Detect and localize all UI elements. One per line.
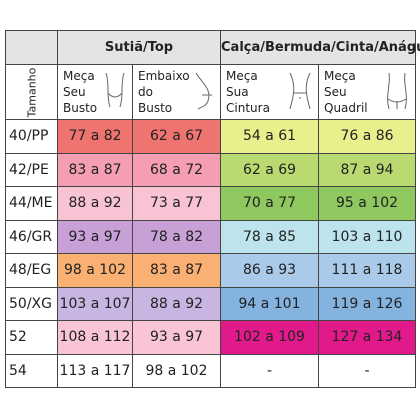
measure-cell: 68 a 72	[132, 152, 221, 187]
size-cell: 52	[5, 320, 58, 355]
column-header: Meça Seu Quadril	[317, 64, 417, 120]
measure-cell: 94 a 101	[220, 286, 319, 321]
measure-cell: 119 a 126	[317, 286, 417, 321]
column-header: Meça Sua Cintura	[220, 64, 319, 120]
group-header: Sutiã/Top	[57, 30, 221, 65]
measure-cell: 103 a 110	[317, 219, 417, 254]
icon	[387, 72, 407, 110]
size-cell: 48/EG	[5, 253, 58, 288]
table-row: 50/XG 103 a 107 88 a 92 94 a 101 119 a 126	[5, 286, 417, 321]
measure-cell: 83 a 87	[132, 253, 221, 288]
measure-cell: 54 a 61	[220, 119, 319, 154]
measure-cell: 78 a 85	[220, 219, 319, 254]
blank-cell	[5, 30, 58, 65]
size-cell: 44/ME	[5, 186, 58, 221]
measure-cell: 127 a 134	[317, 320, 417, 355]
size-cell: 40/PP	[5, 119, 58, 154]
column-header: Meça Seu Busto	[57, 64, 133, 120]
measure-cell: 62 a 67	[132, 119, 221, 154]
measure-cell: 76 a 86	[317, 119, 417, 154]
measure-cell: -	[220, 353, 319, 388]
table-row: 52 108 a 112 93 a 97 102 a 109 127 a 134	[5, 320, 417, 355]
measure-cell: 103 a 107	[57, 286, 133, 321]
measure-cell: 98 a 102	[132, 353, 221, 388]
measure-cell: 62 a 69	[220, 152, 319, 187]
icon	[195, 72, 212, 110]
measure-cell: 86 a 93	[220, 253, 319, 288]
table-body: 40/PP 77 a 82 62 a 67 54 a 61 76 a 86 42/PE 83…	[5, 119, 417, 388]
measure-cell: 88 a 92	[132, 286, 221, 321]
column-header: Embaixo do Busto	[132, 64, 221, 120]
column-header-text: Meça Seu Quadril	[324, 69, 368, 115]
group-header: Calça/Bermuda/Cinta/Anágua	[219, 30, 420, 65]
measure-cell: 93 a 97	[57, 219, 133, 254]
measure-cell: 98 a 102	[57, 253, 133, 288]
table-row: 54 113 a 117 98 a 102- -	[5, 353, 417, 388]
measure-cell: 70 a 77	[220, 186, 319, 221]
measure-cell: 77 a 82	[57, 119, 133, 154]
size-cell: 54	[5, 353, 58, 388]
table-row: 42/PE 83 a 87 68 a 72 62 a 69 87 a 94	[5, 152, 417, 187]
table-row: 48/EG 98 a 102 83 a 87 86 a 93 111 a 118	[5, 253, 417, 288]
size-cell: 50/XG	[5, 286, 58, 321]
measure-cell: 95 a 102	[317, 186, 417, 221]
column-header-text: Embaixo do Busto	[138, 69, 190, 115]
measure-cell: 108 a 112	[57, 320, 133, 355]
measure-cell: 78 a 82	[132, 219, 221, 254]
measure-cell: 87 a 94	[317, 152, 417, 187]
size-cell: 46/GR	[5, 219, 58, 254]
measure-cell: 83 a 87	[57, 152, 133, 187]
measure-cell: -	[317, 353, 417, 388]
measure-cell: 73 a 77	[132, 186, 221, 221]
icon	[105, 72, 125, 108]
measure-cell: 93 a 97	[132, 320, 221, 355]
measure-cell: 102 a 109	[220, 320, 319, 355]
icon	[289, 72, 311, 110]
table-row: 46/GR 93 a 97 78 a 82 78 a 85 103 a 110	[5, 219, 417, 254]
column-header-text: Meça Seu Busto	[63, 69, 98, 115]
size-table: Sutiã/Top Calça/Bermuda/Cinta/Anágua Tam…	[5, 30, 420, 388]
measure-cell: 88 a 92	[57, 186, 133, 221]
column-header-text: Meça Sua Cintura	[226, 69, 270, 115]
table-row: 40/PP 77 a 82 62 a 67 54 a 61 76 a 86	[5, 119, 417, 154]
column-header-text: Tamanho	[25, 67, 38, 117]
size-cell: 42/PE	[5, 152, 58, 187]
measure-cell: 111 a 118	[317, 253, 417, 288]
table-row: 44/ME 88 a 92 73 a 77 70 a 77 95 a 102	[5, 186, 417, 221]
measure-cell: 113 a 117	[57, 353, 133, 388]
column-header: Tamanho	[5, 64, 58, 120]
